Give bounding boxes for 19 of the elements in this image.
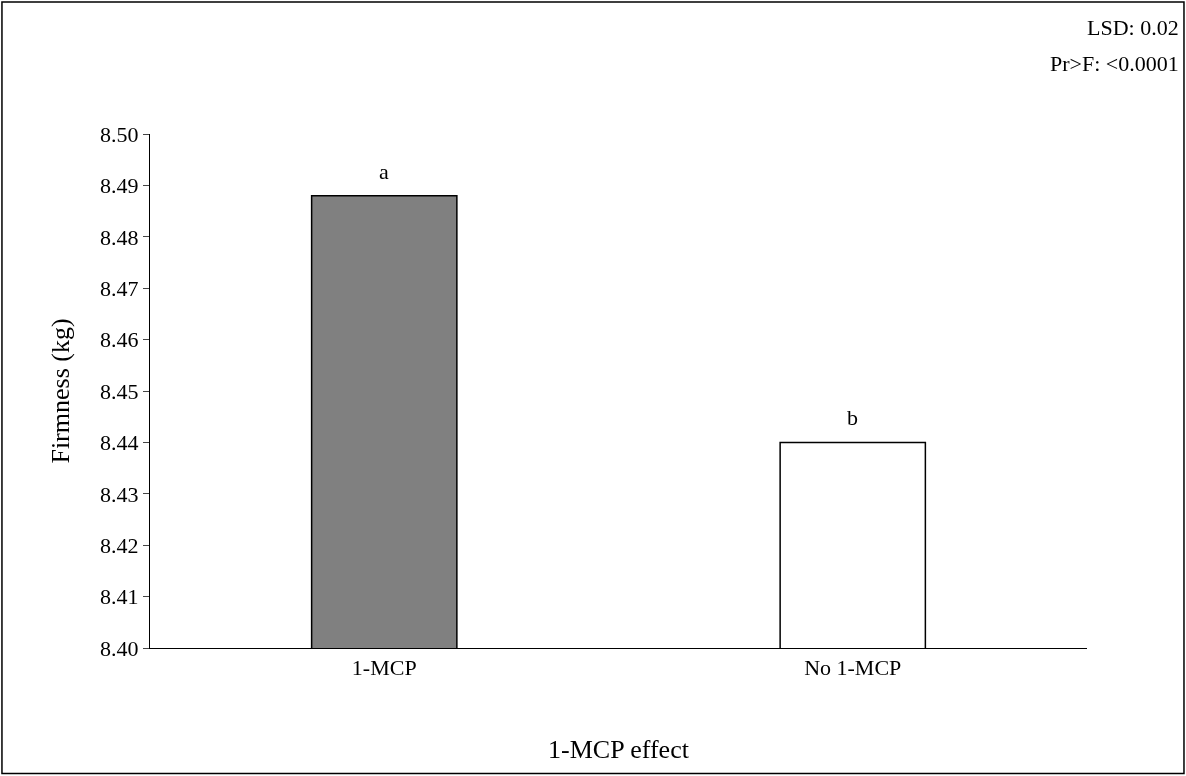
annotation: b [847, 405, 858, 430]
y-tick-label: 8.40 [100, 635, 139, 661]
y-axis-title: Firmness (kg) [46, 318, 76, 464]
x-tick-label: No 1-MCP [804, 655, 902, 681]
y-tick-label: 8.44 [100, 430, 139, 456]
text: LSD: 0.02 [1087, 15, 1179, 40]
annotation: a [379, 159, 389, 184]
y-tick-label: 8.45 [100, 378, 139, 404]
y-tick-label: 8.47 [100, 275, 139, 301]
y-tick-label: 8.41 [100, 584, 139, 610]
x-axis-title: 1-MCP effect [548, 735, 690, 765]
y-tick-label: 8.50 [100, 121, 139, 147]
x-tick-label: 1-MCP [351, 655, 417, 681]
y-tick-label: 8.42 [100, 532, 139, 558]
text: Pr>F: <0.0001 [1050, 51, 1179, 76]
y-tick-label: 8.48 [100, 224, 139, 250]
y-tick-label: 8.43 [100, 481, 139, 507]
y-tick-label: 8.46 [100, 327, 139, 353]
y-tick-label: 8.49 [100, 173, 139, 199]
